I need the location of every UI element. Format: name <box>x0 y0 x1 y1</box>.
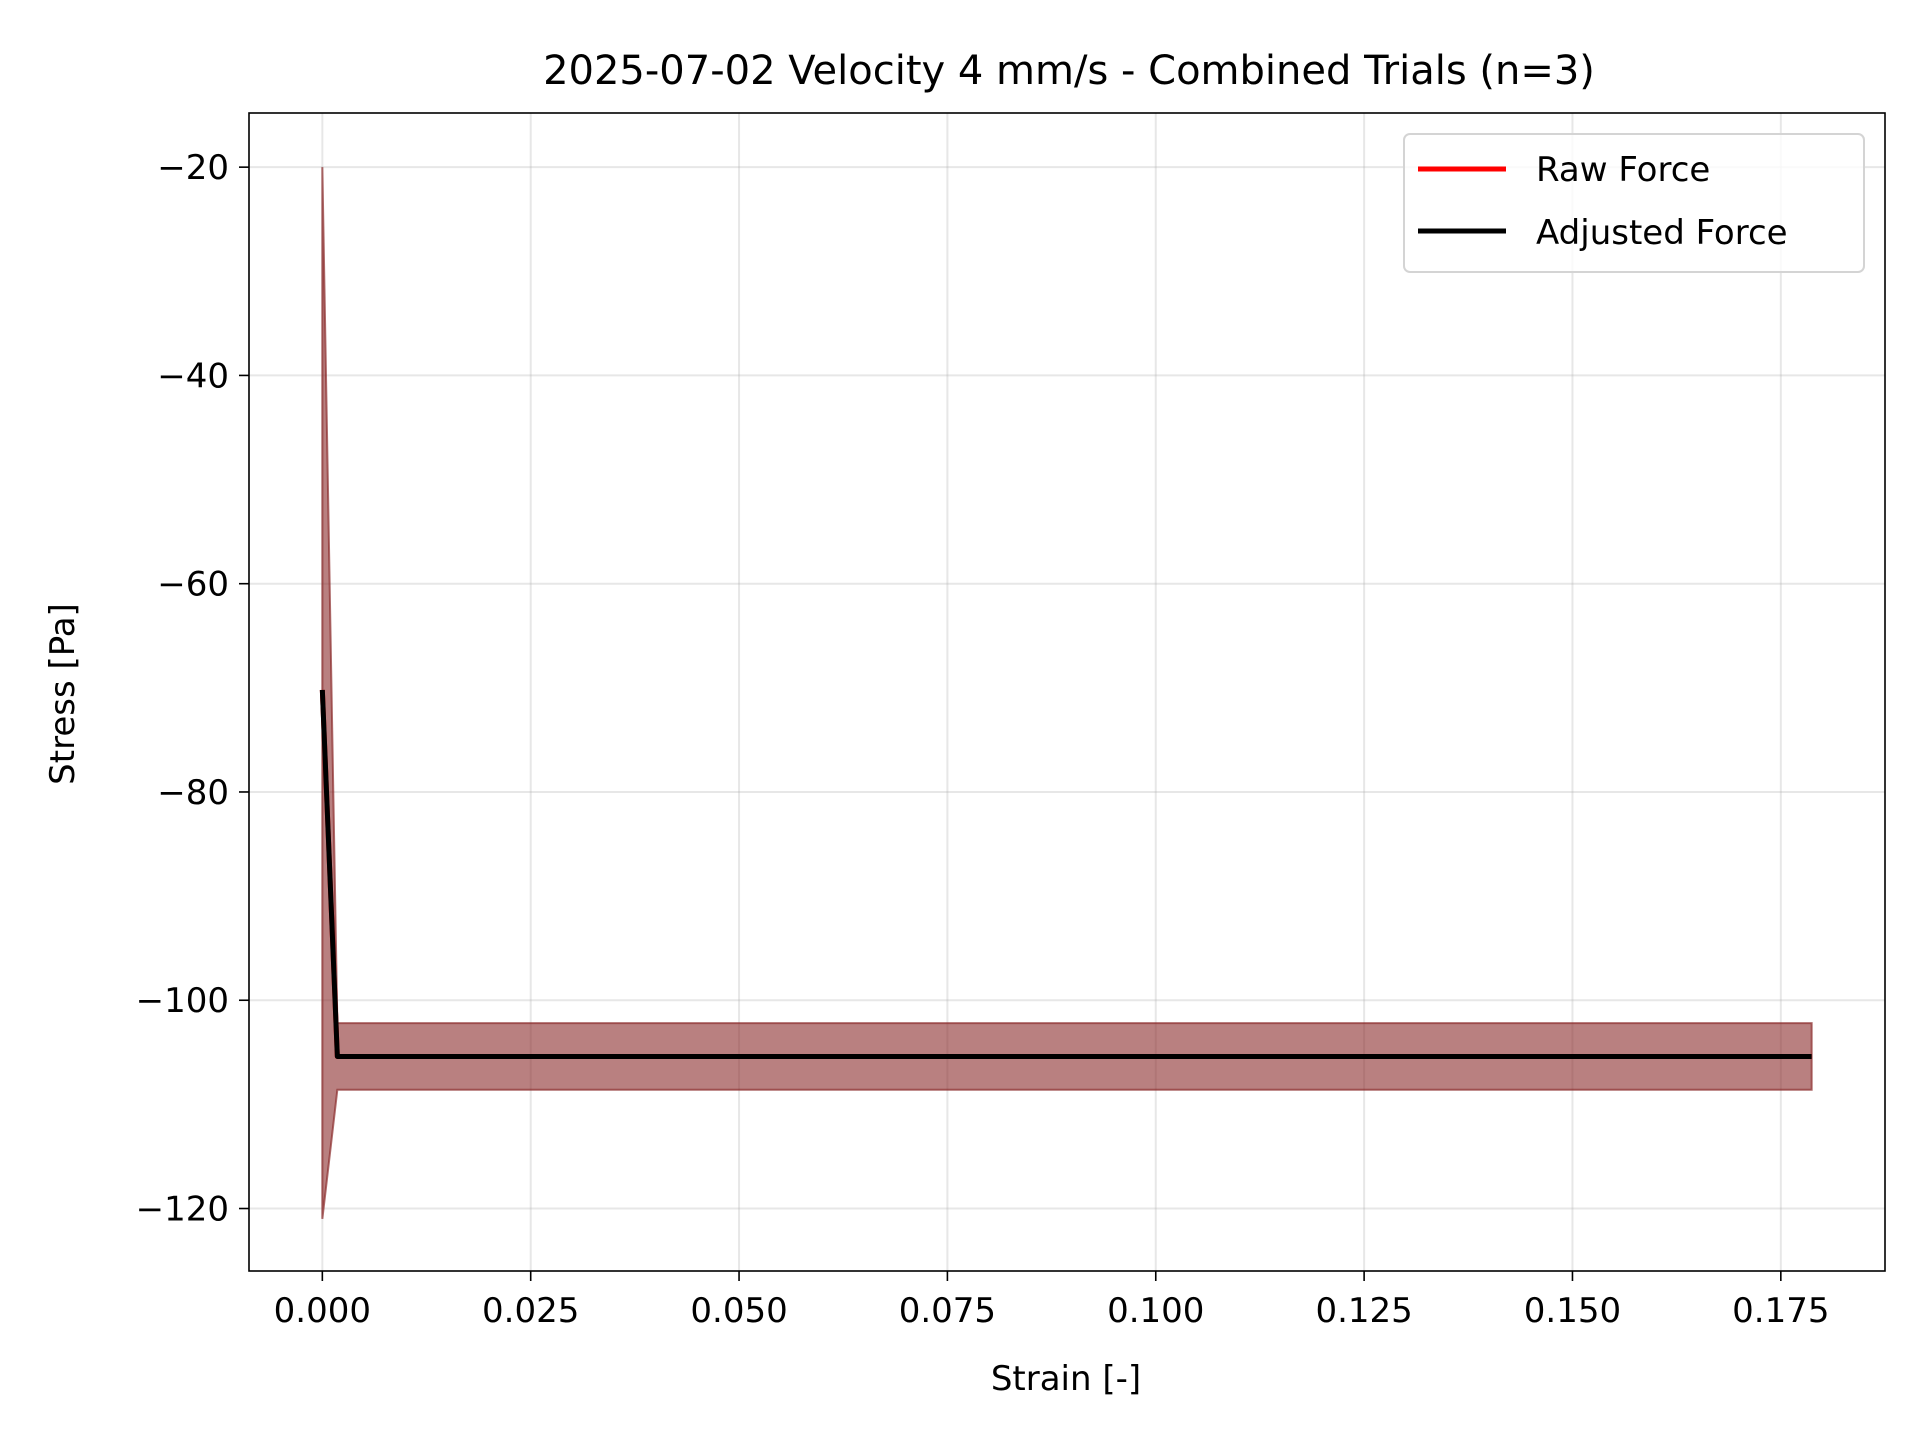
grid <box>249 113 1885 1271</box>
x-tick-label: 0.150 <box>1524 1291 1621 1331</box>
y-tick-label: −20 <box>157 148 229 188</box>
x-tick-label: 0.000 <box>274 1291 371 1331</box>
y-axis-label: Stress [Pa] <box>43 603 83 785</box>
series-line-adjusted-force <box>319 689 1812 1059</box>
legend-box <box>1403 133 1865 273</box>
chart-title: 2025-07-02 Velocity 4 mm/s - Combined Tr… <box>543 48 1595 94</box>
y-tick-label: −60 <box>157 565 229 605</box>
x-tick-label: 0.100 <box>1107 1291 1204 1331</box>
series-layer <box>319 689 1812 1059</box>
y-tick-label: −80 <box>157 773 229 813</box>
x-tick-label: 0.025 <box>482 1291 579 1331</box>
x-tick-label: 0.075 <box>899 1291 996 1331</box>
error-band-layer <box>321 167 1813 1220</box>
legend-label-adjusted-force: Adjusted Force <box>1536 213 1788 253</box>
y-tick-label: −120 <box>136 1190 229 1230</box>
x-tick-label: 0.125 <box>1315 1291 1412 1331</box>
x-tick-label: 0.175 <box>1732 1291 1829 1331</box>
legend: Raw Force Adjusted Force <box>1403 133 1865 273</box>
plot-frame <box>248 112 1886 1272</box>
legend-label-raw-force: Raw Force <box>1536 150 1710 190</box>
series-line-raw-force <box>319 689 1812 1059</box>
error-band <box>321 167 1813 1220</box>
y-tick-label: −100 <box>136 981 229 1021</box>
x-tick-label: 0.050 <box>690 1291 787 1331</box>
y-axis-ticks: −20 −40 −60 −80 −100 −120 <box>136 148 249 1230</box>
x-axis-label: Strain [-] <box>991 1359 1141 1399</box>
y-tick-label: −40 <box>157 356 229 396</box>
x-axis-ticks: 0.000 0.025 0.050 0.075 0.100 0.125 0.150 0.175 <box>274 1271 1829 1331</box>
